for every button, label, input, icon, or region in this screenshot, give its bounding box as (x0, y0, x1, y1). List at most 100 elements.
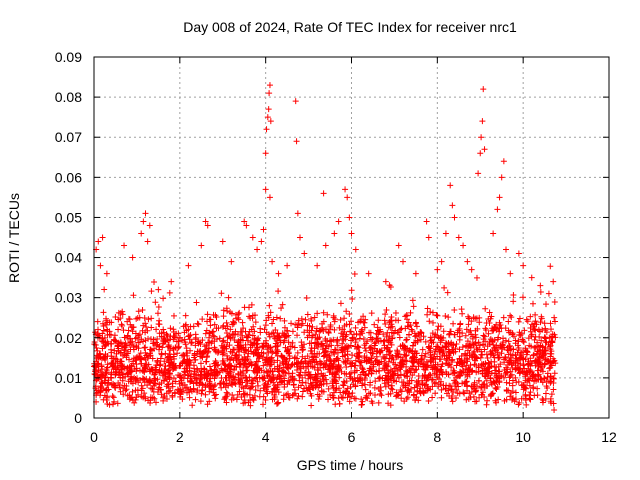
data-point-outlier (275, 270, 282, 277)
data-point (401, 343, 408, 350)
data-point (215, 325, 222, 332)
data-point (120, 327, 127, 334)
data-point (238, 394, 245, 401)
data-point (492, 367, 499, 374)
data-point (271, 394, 278, 401)
data-point (140, 394, 147, 401)
data-point (104, 364, 111, 371)
data-point (220, 313, 227, 320)
data-point (524, 318, 531, 325)
data-point (237, 379, 244, 386)
data-point (167, 354, 174, 361)
data-point (231, 363, 238, 370)
data-point (437, 367, 444, 374)
data-point (199, 387, 206, 394)
data-point (373, 330, 380, 337)
data-point (367, 390, 374, 397)
data-point (227, 309, 234, 316)
data-point (439, 371, 446, 378)
data-point (166, 289, 173, 296)
data-point-outlier (342, 186, 349, 193)
data-point-outlier (496, 194, 503, 201)
data-point (520, 339, 527, 346)
data-point-outlier (442, 230, 449, 237)
data-point (434, 332, 441, 339)
data-point (112, 365, 119, 372)
data-point (236, 376, 243, 383)
data-point (465, 313, 472, 320)
data-point (227, 326, 234, 333)
data-point (465, 321, 472, 328)
data-point (187, 347, 194, 354)
data-point (463, 396, 470, 403)
data-point (102, 351, 109, 358)
data-point (294, 324, 301, 331)
data-point (115, 326, 122, 333)
data-point (460, 368, 467, 375)
data-point (257, 353, 264, 360)
data-point (185, 372, 192, 379)
data-point (505, 351, 512, 358)
data-point (201, 343, 208, 350)
data-point (339, 381, 346, 388)
data-point (246, 313, 253, 320)
data-point (402, 367, 409, 374)
data-point (99, 335, 106, 342)
data-point-outlier (348, 230, 355, 237)
data-point (404, 394, 411, 401)
data-point (479, 389, 486, 396)
data-point-outlier (434, 266, 441, 273)
data-point-outlier (550, 278, 557, 285)
data-point-outlier (344, 194, 351, 201)
data-point (409, 359, 416, 366)
data-point (284, 327, 291, 334)
data-point (291, 344, 298, 351)
data-point (398, 363, 405, 370)
data-point (248, 301, 255, 308)
data-point (145, 397, 152, 404)
data-point (127, 376, 134, 383)
data-point (166, 363, 173, 370)
data-point (458, 352, 465, 359)
data-point (331, 346, 338, 353)
data-point-outlier (460, 242, 467, 249)
data-point (517, 332, 524, 339)
data-point (390, 359, 397, 366)
data-point-outlier (284, 262, 291, 269)
data-point (156, 381, 163, 388)
data-point (334, 342, 341, 349)
data-point (212, 391, 219, 398)
data-point (456, 325, 463, 332)
data-point (397, 326, 404, 333)
data-point (372, 357, 379, 364)
data-point (390, 377, 397, 384)
data-point (277, 337, 284, 344)
data-point (172, 378, 179, 385)
data-point (512, 389, 519, 396)
data-point (509, 364, 516, 371)
data-point (198, 390, 205, 397)
data-point (421, 354, 428, 361)
data-point (305, 385, 312, 392)
data-point (548, 391, 555, 398)
data-point (194, 320, 201, 327)
data-point (496, 319, 503, 326)
data-point (497, 342, 504, 349)
data-point (381, 377, 388, 384)
data-point (257, 325, 264, 332)
data-point-outlier (202, 218, 209, 225)
data-point (373, 348, 380, 355)
data-point (230, 346, 237, 353)
data-point (307, 380, 314, 387)
data-point (250, 349, 257, 356)
data-point (169, 380, 176, 387)
data-point (175, 371, 182, 378)
data-point (173, 338, 180, 345)
data-point-outlier (266, 82, 273, 89)
data-point (479, 351, 486, 358)
data-point (437, 348, 444, 355)
data-point (323, 326, 330, 333)
data-point (368, 310, 375, 317)
data-point (469, 368, 476, 375)
data-point (169, 365, 176, 372)
